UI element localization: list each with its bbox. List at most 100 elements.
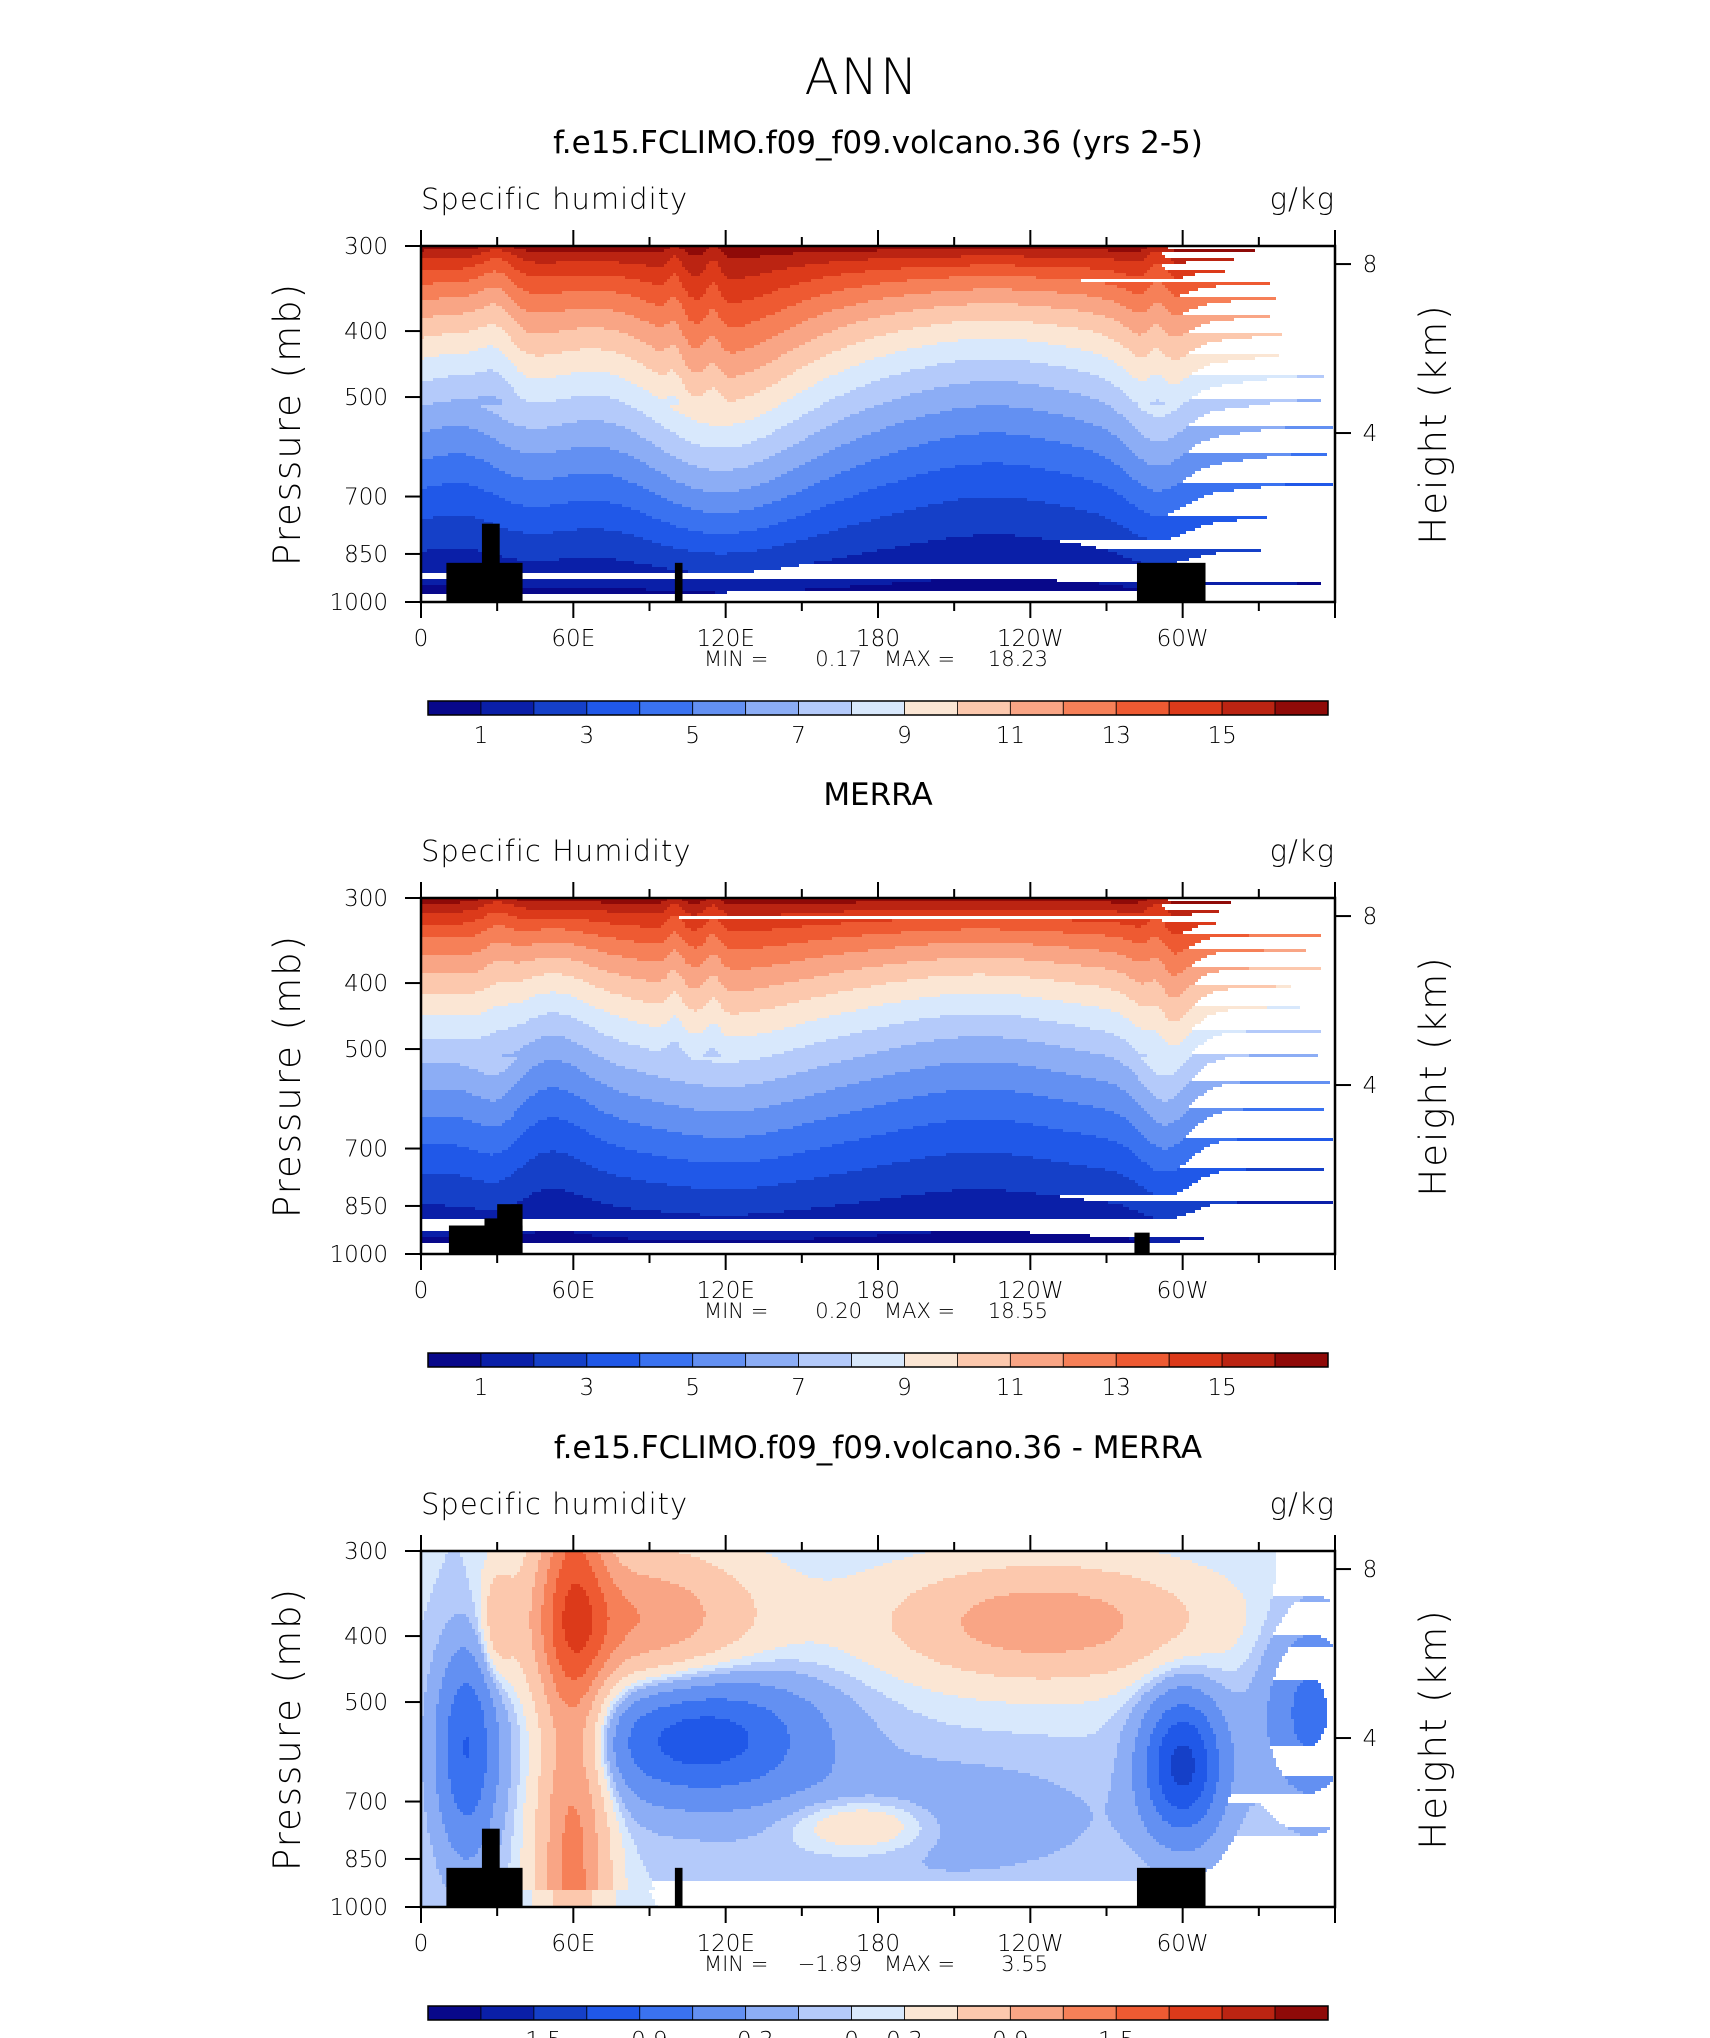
colorbar-bin [1168,2005,1223,2021]
colorbar-bin [904,700,958,716]
colorbar-label: 15 [1207,723,1236,749]
colorbar-bin [1115,700,1170,716]
y-tick-label: 1000 [329,590,388,616]
colorbar-bin [1009,1352,1064,1368]
panel-title: f.e15.FCLIMO.f09_f09.volcano.36 (yrs 2-5… [553,125,1203,161]
colorbar-bin [798,1352,852,1368]
units-label: g/kg [1270,1487,1335,1521]
topography-mask [1136,562,1206,602]
x-tick-label: 60W [1157,1278,1209,1304]
colorbar-bin [745,700,799,716]
y2-tick-label: 8 [1363,1557,1378,1583]
y-tick-label: 700 [344,1790,388,1816]
colorbar-label: 9 [897,723,912,749]
panel-3: f.e15.FCLIMO.f09_f09.volcano.36 - MERRA S… [266,1430,1455,2038]
colorbar-bin [1062,700,1117,716]
colorbar-label: 7 [791,1375,806,1401]
colorbar-bin [1274,700,1329,716]
colorbar-bin [427,700,482,716]
colorbar-bin [851,1352,905,1368]
min-label: MIN = [704,1299,768,1323]
y2-axis-title: Height (km) [1412,955,1455,1196]
colorbar-label: 11 [996,1375,1025,1401]
y-tick-label: 700 [344,485,388,511]
colorbar-label: −0.3 [718,2028,774,2038]
units-label: g/kg [1270,182,1335,216]
x-tick-label: 180 [856,1278,900,1304]
colorbar-label: 5 [685,723,700,749]
y-tick-label: 500 [344,1690,388,1716]
y-tick-label: 400 [344,971,388,997]
min-value: 0.17 [815,647,862,671]
colorbar-label: 0.9 [992,2028,1029,2038]
colorbar [427,700,1329,716]
y2-tick-label: 4 [1363,1073,1378,1099]
colorbar-bin [1274,1352,1329,1368]
colorbar-bin [692,2005,747,2021]
panel-2: MERRA Specific Humidity g/kg 0 60E 120E 180 120… [266,777,1455,1401]
max-label: MAX = [884,647,955,671]
x-tick-label: 120E [696,1931,754,1957]
topography-mask [674,1867,683,1907]
topography-mask [674,562,683,602]
x-tick-label: 120W [997,1278,1064,1304]
variable-label: Specific humidity [421,182,688,216]
colorbar-bin [1115,1352,1170,1368]
y-tick-label: 1000 [329,1895,388,1921]
x-tick-label: 0 [414,1278,429,1304]
colorbar-bin [1221,700,1276,716]
colorbar [427,1352,1329,1368]
x-tick-label: 0 [414,1931,429,1957]
colorbar-bin [639,2005,694,2021]
x-tick-label: 120W [997,626,1064,652]
colorbar-label: 13 [1102,1375,1131,1401]
colorbar-bin [1168,1352,1223,1368]
topography-mask [481,1828,500,1907]
colorbar-label: 13 [1102,723,1131,749]
colorbar-label: 5 [685,1375,700,1401]
max-label: MAX = [884,1952,955,1976]
min-label: MIN = [704,1952,768,1976]
colorbar-bin [427,1352,482,1368]
colorbar-bin [1168,700,1223,716]
y-tick-label: 400 [344,1624,388,1650]
min-value: 0.20 [815,1299,862,1323]
y-tick-label: 850 [344,1194,388,1220]
y2-tick-label: 8 [1363,904,1378,930]
panel-title: f.e15.FCLIMO.f09_f09.volcano.36 - MERRA [554,1430,1202,1466]
y-tick-label: 400 [344,319,388,345]
x-tick-label: 180 [856,1931,900,1957]
x-tick-label: 60E [551,1931,595,1957]
x-tick-label: 60E [551,1278,595,1304]
colorbar-bin [904,2005,958,2021]
colorbar-bin [745,1352,799,1368]
colorbar-bin [692,1352,747,1368]
x-tick-label: 180 [856,626,900,652]
y2-axis-title: Height (km) [1412,303,1455,544]
suptitle: ANN [804,48,919,106]
colorbar [427,2005,1329,2021]
y-tick-label: 300 [344,1539,388,1565]
y-axis-title: Pressure (mb) [266,282,309,566]
colorbar-bin [480,2005,535,2021]
x-tick-label: 60E [551,626,595,652]
colorbar-bin [533,700,588,716]
contour-field [421,898,1333,1243]
colorbar-bin [1062,1352,1117,1368]
colorbar-bin [1009,2005,1064,2021]
topography-mask [497,1204,523,1254]
colorbar-label: 11 [996,723,1025,749]
contour-field [421,1551,1333,1908]
min-value: −1.89 [798,1952,862,1976]
colorbar-label: 3 [580,1375,595,1401]
colorbar-bin [1221,2005,1276,2021]
colorbar-bin [798,2005,852,2021]
colorbar-bin [692,700,747,716]
colorbar-label: 9 [897,1375,912,1401]
topography-mask [481,523,500,602]
colorbar-bin [533,2005,588,2021]
y2-tick-label: 4 [1363,1726,1378,1752]
y2-tick-label: 4 [1363,421,1378,447]
colorbar-label: 1 [474,723,489,749]
